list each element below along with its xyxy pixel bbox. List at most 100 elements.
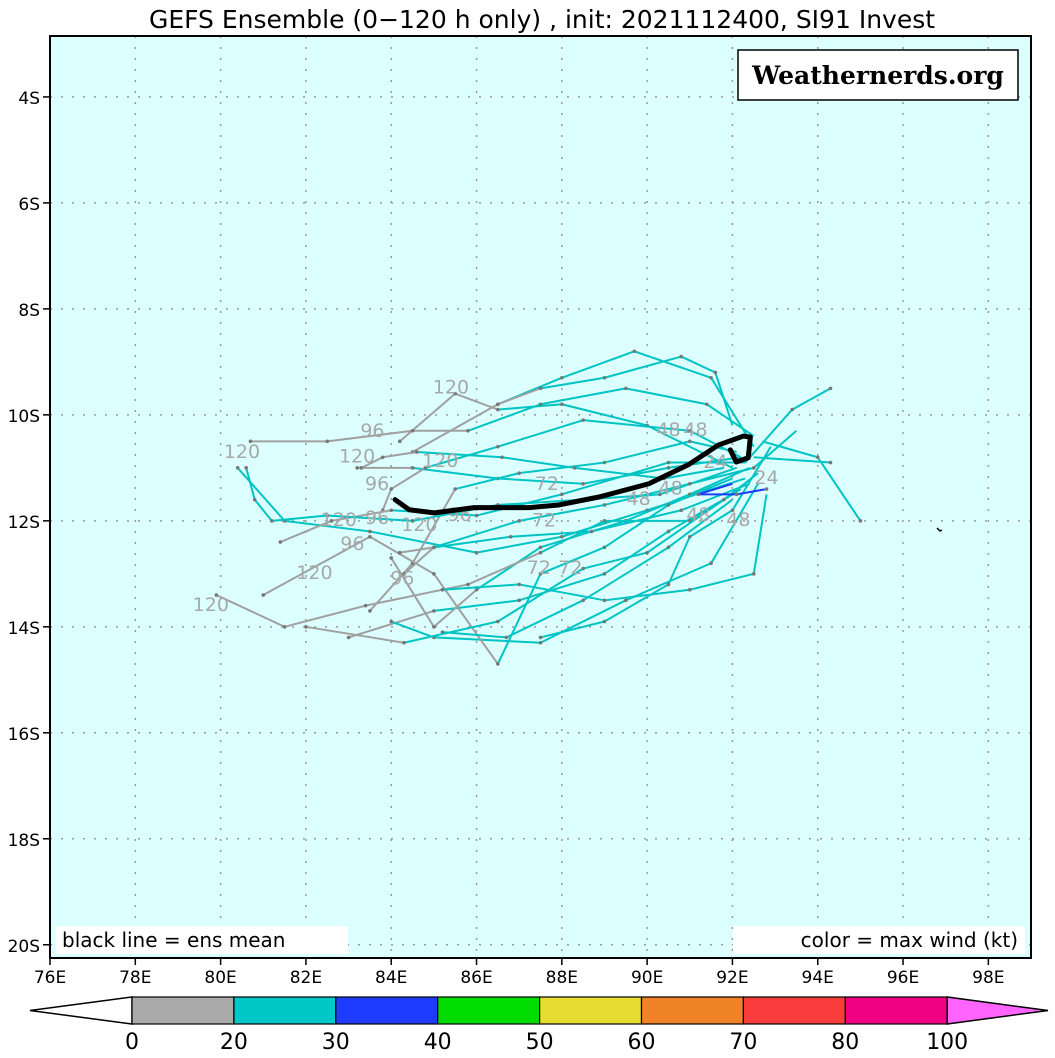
member-track-segment <box>604 588 690 602</box>
colorbar-swatch <box>233 996 337 1025</box>
forecast-hour-label: 120 <box>193 594 229 616</box>
track-point <box>687 439 692 444</box>
track-point <box>517 582 521 587</box>
y-tick-label: 6S <box>18 195 40 215</box>
member-track-segment <box>505 599 584 639</box>
member-track-segment <box>540 599 627 644</box>
member-track-segment <box>442 631 507 639</box>
track-point <box>560 492 564 497</box>
track-point <box>624 386 628 391</box>
track-point <box>572 466 577 470</box>
legend-ens-mean: black line = ens mean <box>62 928 286 952</box>
track-point <box>496 407 500 412</box>
forecast-hour-label: 120 <box>422 450 458 472</box>
member-track-segment <box>752 494 768 574</box>
track-point <box>538 635 543 640</box>
track-point <box>368 529 372 534</box>
member-track-segment <box>399 392 456 443</box>
x-tick-label: 82E <box>290 968 322 988</box>
track-point <box>624 598 628 603</box>
member-track-segment <box>561 403 648 427</box>
colorbar-under-arrow <box>29 996 133 1025</box>
member-track-segment <box>714 372 734 426</box>
member-track-segment <box>762 440 819 459</box>
track-point <box>389 487 394 491</box>
axes: 76E 78E 80E 82E 84E 86E 88E 90E 92E 94E 96E 98E 4S 6S… <box>8 89 1005 988</box>
track-point <box>402 640 406 645</box>
track-point <box>696 492 701 497</box>
member-track-segment <box>731 446 772 511</box>
member-track-segment <box>634 350 712 379</box>
track-point <box>687 481 692 486</box>
member-track-segment <box>467 551 541 586</box>
track-point <box>602 460 607 465</box>
track-point <box>858 519 863 523</box>
member-track-segment <box>518 583 605 602</box>
track-point <box>329 519 334 523</box>
member-track-segment <box>442 583 520 591</box>
track-point <box>282 625 287 629</box>
legend-right-bg <box>733 926 1025 954</box>
member-track-segment <box>262 535 371 596</box>
x-tick-label: 92E <box>716 968 748 988</box>
forecast-hour-label: 96 <box>365 507 389 529</box>
track-point <box>432 545 436 550</box>
forecast-hour-label: 72 <box>535 473 559 495</box>
track-point <box>496 402 500 407</box>
forecast-hour-label: 24 <box>754 467 778 489</box>
member-track-segment <box>497 387 541 406</box>
track-point <box>666 503 671 507</box>
member-track-segment <box>689 509 733 538</box>
forecast-hour-label: 96 <box>365 473 389 495</box>
track-point <box>751 572 756 576</box>
track-point <box>602 519 607 523</box>
member-track-segment <box>604 482 691 506</box>
member-track-segment <box>736 488 767 496</box>
forecast-hour-label: 96 <box>360 420 384 442</box>
member-track-segment <box>382 450 417 459</box>
forecast-hour-label: 120 <box>401 514 437 536</box>
member-track-segment <box>284 519 371 533</box>
track-point <box>380 508 385 513</box>
track-point <box>538 545 543 550</box>
track-point <box>751 466 756 470</box>
map-frame <box>49 35 1032 959</box>
member-track-segment <box>433 535 511 549</box>
track-point <box>432 625 436 629</box>
forecast-hour-label: 120 <box>296 562 332 584</box>
track-point <box>325 513 330 518</box>
member-track-segment <box>667 536 691 585</box>
track-point <box>440 587 445 592</box>
y-tick-label: 20S <box>8 937 40 957</box>
member-track-segment <box>603 530 670 575</box>
member-track-segment <box>433 636 541 644</box>
x-tick-label: 78E <box>119 968 151 988</box>
member-track-segment <box>279 519 332 543</box>
track-point <box>560 534 564 539</box>
track-point <box>658 492 662 497</box>
wind-colorbar: 0 20 30 40 50 60 70 80 100 <box>29 996 1049 1055</box>
track-point <box>304 625 308 629</box>
x-tick-label: 84E <box>375 968 407 988</box>
track-point <box>734 492 739 497</box>
member-track-segment <box>501 456 575 469</box>
track-point <box>722 497 726 502</box>
track-point <box>261 593 266 597</box>
track-point <box>581 481 585 486</box>
ens-mean-line <box>392 433 753 516</box>
track-point <box>453 487 457 491</box>
member-track-segment <box>236 467 286 522</box>
member-track-segment <box>791 387 832 411</box>
member-track-segment <box>667 498 734 549</box>
colorbar-swatch <box>437 996 541 1025</box>
track-point <box>368 534 372 539</box>
y-tick-label: 10S <box>8 407 40 427</box>
forecast-hour-label: 120 <box>224 441 260 463</box>
legend-max-wind: color = max wind (kt) <box>801 928 1018 952</box>
track-point <box>363 603 368 608</box>
member-track-segment <box>625 493 691 522</box>
member-track-segment <box>411 488 457 564</box>
x-tick-label: 88E <box>546 968 578 988</box>
y-tick-label: 14S <box>8 619 40 639</box>
track-point <box>368 609 372 613</box>
